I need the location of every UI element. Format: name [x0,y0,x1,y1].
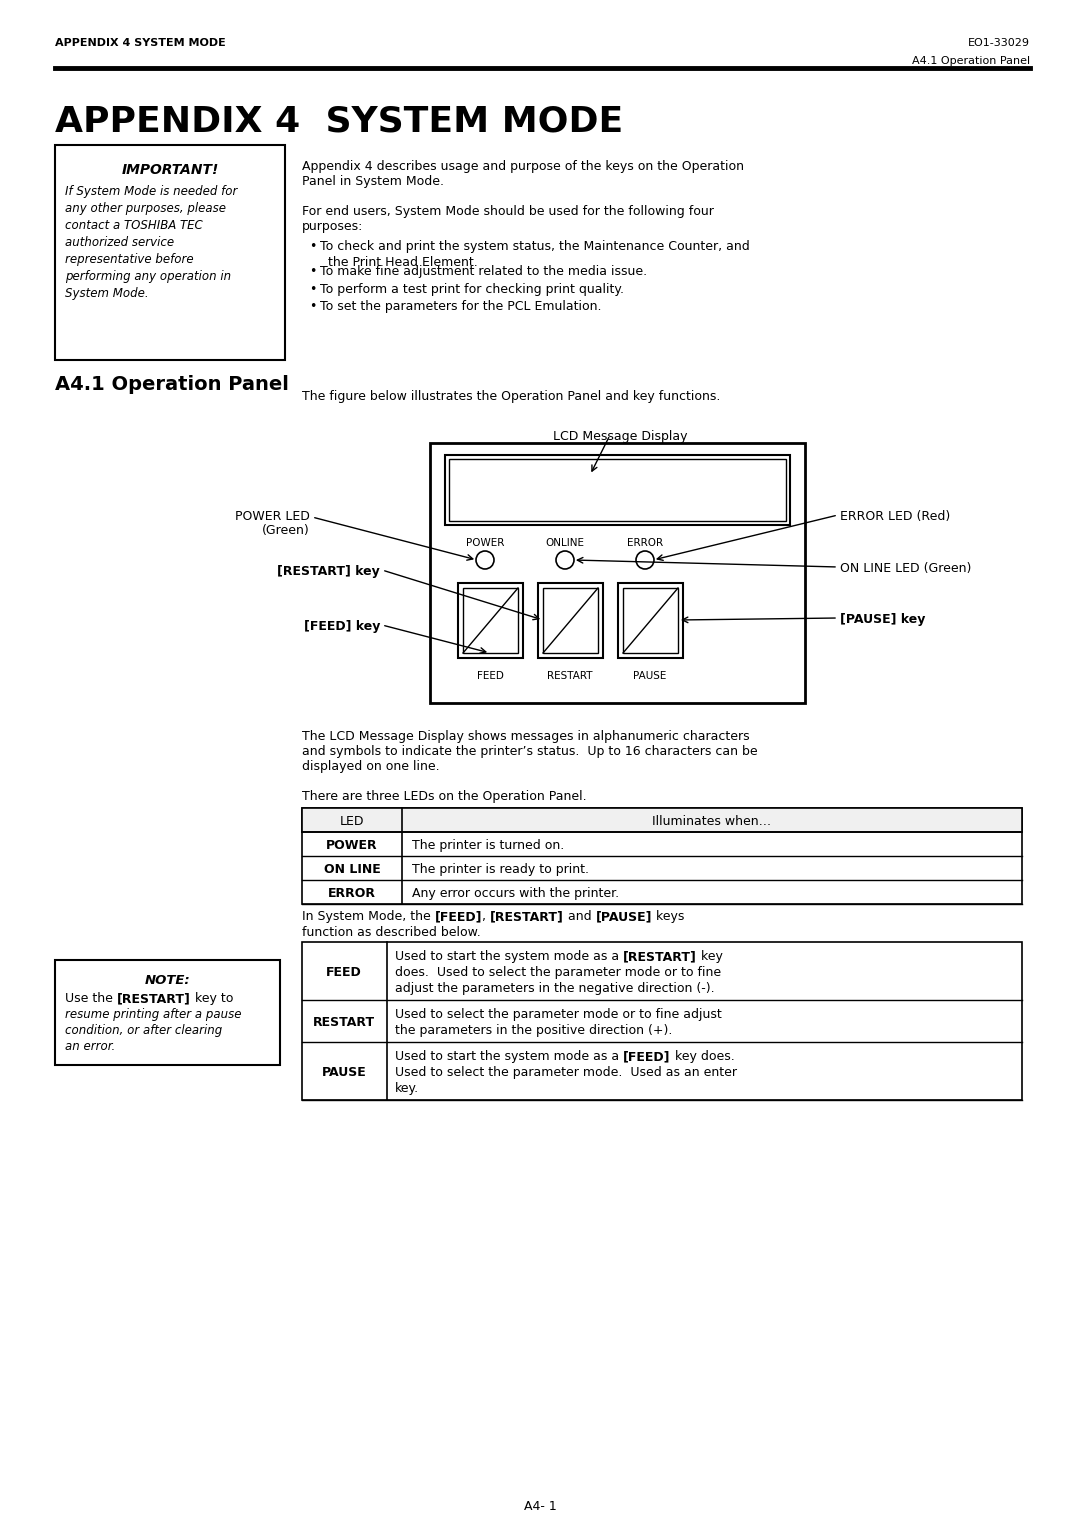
Text: an error.: an error. [65,1040,116,1052]
Text: The figure below illustrates the Operation Panel and key functions.: The figure below illustrates the Operati… [302,390,720,403]
Text: ON LINE LED (Green): ON LINE LED (Green) [840,563,971,575]
Text: A4- 1: A4- 1 [524,1501,556,1513]
Text: The printer is turned on.: The printer is turned on. [411,839,564,852]
Text: PAUSE: PAUSE [322,1066,366,1080]
Text: [RESTART]: [RESTART] [623,950,697,962]
Text: •: • [309,284,316,296]
Text: RESTART: RESTART [548,671,593,682]
Text: ON LINE: ON LINE [324,863,380,875]
Bar [543,589,598,653]
Text: performing any operation in: performing any operation in [65,270,231,284]
Bar [463,589,518,653]
Bar [458,583,523,657]
Text: •: • [309,300,316,313]
Text: NOTE:: NOTE: [145,974,191,987]
Bar [445,454,789,525]
Text: The printer is ready to print.: The printer is ready to print. [411,863,589,875]
Text: Appendix 4 describes usage and purpose of the keys on the Operation
Panel in Sys: Appendix 4 describes usage and purpose o… [302,160,744,188]
Text: adjust the parameters in the negative direction (-).: adjust the parameters in the negative di… [395,982,715,994]
Text: A4.1 Operation Panel: A4.1 Operation Panel [55,375,288,393]
Text: Used to start the system mode as a: Used to start the system mode as a [395,950,623,962]
Text: If System Mode is needed for: If System Mode is needed for [65,185,238,198]
Text: Used to select the parameter mode or to fine adjust: Used to select the parameter mode or to … [395,1008,721,1022]
Text: Used to select the parameter mode.  Used as an enter: Used to select the parameter mode. Used … [395,1066,737,1080]
Text: ONLINE: ONLINE [545,538,584,547]
Text: To perform a test print for checking print quality.: To perform a test print for checking pri… [320,284,624,296]
Text: Any error occurs with the printer.: Any error occurs with the printer. [411,888,619,900]
Text: representative before: representative before [65,253,193,265]
Text: function as described below.: function as described below. [302,926,481,939]
Text: In System Mode, the: In System Mode, the [302,910,435,923]
Text: To make fine adjustment related to the media issue.: To make fine adjustment related to the m… [320,265,647,278]
Text: [PAUSE] key: [PAUSE] key [840,613,926,625]
Text: Illuminates when…: Illuminates when… [652,814,771,828]
Text: condition, or after clearing: condition, or after clearing [65,1023,222,1037]
Text: For end users, System Mode should be used for the following four
purposes:: For end users, System Mode should be use… [302,204,714,233]
Text: To check and print the system status, the Maintenance Counter, and: To check and print the system status, th… [320,239,750,253]
Text: System Mode.: System Mode. [65,287,149,300]
Text: [FEED]: [FEED] [623,1051,671,1063]
Text: [PAUSE]: [PAUSE] [596,910,652,923]
Text: ERROR: ERROR [626,538,663,547]
Text: the Print Head Element.: the Print Head Element. [320,256,477,268]
Text: •: • [309,239,316,253]
Text: key: key [697,950,723,962]
Text: The LCD Message Display shows messages in alphanumeric characters
and symbols to: The LCD Message Display shows messages i… [302,730,758,773]
Text: [FEED] key: [FEED] key [303,621,380,633]
Bar [55,145,285,360]
Text: (Green): (Green) [262,525,310,537]
Text: ERROR: ERROR [328,888,376,900]
Text: LCD Message Display: LCD Message Display [553,430,687,442]
Text: key does.: key does. [671,1051,734,1063]
Text: [RESTART]: [RESTART] [117,991,191,1005]
Text: keys: keys [652,910,685,923]
Text: PAUSE: PAUSE [633,671,666,682]
Text: APPENDIX 4  SYSTEM MODE: APPENDIX 4 SYSTEM MODE [55,105,623,139]
Bar [302,942,1022,1100]
Text: POWER: POWER [326,839,378,852]
Bar [430,442,805,703]
Bar [623,589,678,653]
Text: EO1-33029: EO1-33029 [968,38,1030,47]
Text: does.  Used to select the parameter mode or to fine: does. Used to select the parameter mode … [395,965,721,979]
Bar [618,583,683,657]
Text: resume printing after a pause: resume printing after a pause [65,1008,242,1022]
Text: the parameters in the positive direction (+).: the parameters in the positive direction… [395,1023,673,1037]
Bar [449,459,786,522]
Text: To set the parameters for the PCL Emulation.: To set the parameters for the PCL Emulat… [320,300,602,313]
Text: any other purposes, please: any other purposes, please [65,201,226,215]
Bar [302,808,1022,904]
Text: •: • [309,265,316,278]
Text: RESTART: RESTART [313,1016,375,1029]
Text: POWER: POWER [465,538,504,547]
Text: authorized service: authorized service [65,236,174,249]
Text: IMPORTANT!: IMPORTANT! [121,163,218,177]
Text: contact a TOSHIBA TEC: contact a TOSHIBA TEC [65,220,203,232]
Bar [55,961,280,1064]
Text: key.: key. [395,1083,419,1095]
Bar [302,808,1022,833]
Text: [RESTART]: [RESTART] [490,910,564,923]
Bar [538,583,603,657]
Text: Use the: Use the [65,991,117,1005]
Text: There are three LEDs on the Operation Panel.: There are three LEDs on the Operation Pa… [302,790,586,804]
Text: [RESTART] key: [RESTART] key [278,564,380,578]
Text: [FEED]: [FEED] [435,910,483,923]
Text: and: and [564,910,596,923]
Text: FEED: FEED [476,671,503,682]
Text: APPENDIX 4 SYSTEM MODE: APPENDIX 4 SYSTEM MODE [55,38,226,47]
Text: FEED: FEED [326,965,362,979]
Text: POWER LED: POWER LED [235,509,310,523]
Text: key to: key to [191,991,233,1005]
Text: ,: , [483,910,490,923]
Text: ERROR LED (Red): ERROR LED (Red) [840,509,950,523]
Text: LED: LED [340,814,364,828]
Text: A4.1 Operation Panel: A4.1 Operation Panel [912,56,1030,66]
Text: Used to start the system mode as a: Used to start the system mode as a [395,1051,623,1063]
